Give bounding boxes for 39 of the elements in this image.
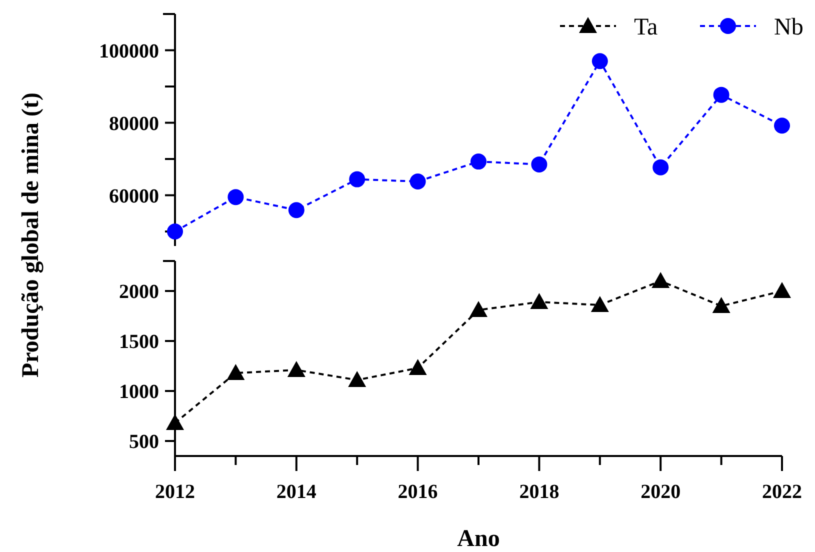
x-tick-label: 2020: [640, 481, 681, 503]
point: [712, 297, 730, 313]
x-tick-label: 2014: [276, 481, 316, 503]
point: [287, 361, 306, 377]
point: [592, 53, 608, 70]
y-tick-label: 100000: [99, 40, 159, 62]
y-tick-label: 2000: [119, 281, 159, 303]
y-tick-label: 80000: [109, 112, 159, 135]
x-axis-title: Ano: [457, 526, 500, 552]
point: [774, 118, 790, 134]
point: [167, 224, 183, 240]
point: [226, 364, 245, 380]
point: [652, 272, 670, 288]
point: [228, 189, 244, 206]
y-tick-label: 1000: [119, 381, 159, 403]
point: [590, 296, 609, 312]
legend-label: Nb: [774, 14, 804, 40]
point: [408, 359, 427, 375]
point: [166, 414, 184, 430]
point: [348, 371, 366, 387]
x-tick-label: 2012: [155, 481, 195, 503]
x-tick-label: 2022: [762, 481, 802, 503]
point: [349, 171, 366, 188]
x-tick-label: 2018: [519, 481, 560, 503]
x-tick-label: 2016: [398, 481, 438, 503]
y-tick-label: 1500: [119, 331, 159, 353]
point: [773, 282, 791, 298]
y-axis-title: Produção global de mina (t): [18, 92, 44, 378]
point: [713, 86, 730, 103]
y-tick-label: 500: [129, 431, 159, 453]
legend-label: Ta: [634, 14, 658, 40]
point: [288, 202, 304, 218]
point: [530, 293, 548, 309]
point: [410, 173, 426, 190]
point: [470, 154, 486, 170]
y-tick-label: 60000: [109, 185, 159, 208]
point: [531, 156, 548, 172]
point: [652, 159, 669, 176]
point: [470, 301, 488, 317]
